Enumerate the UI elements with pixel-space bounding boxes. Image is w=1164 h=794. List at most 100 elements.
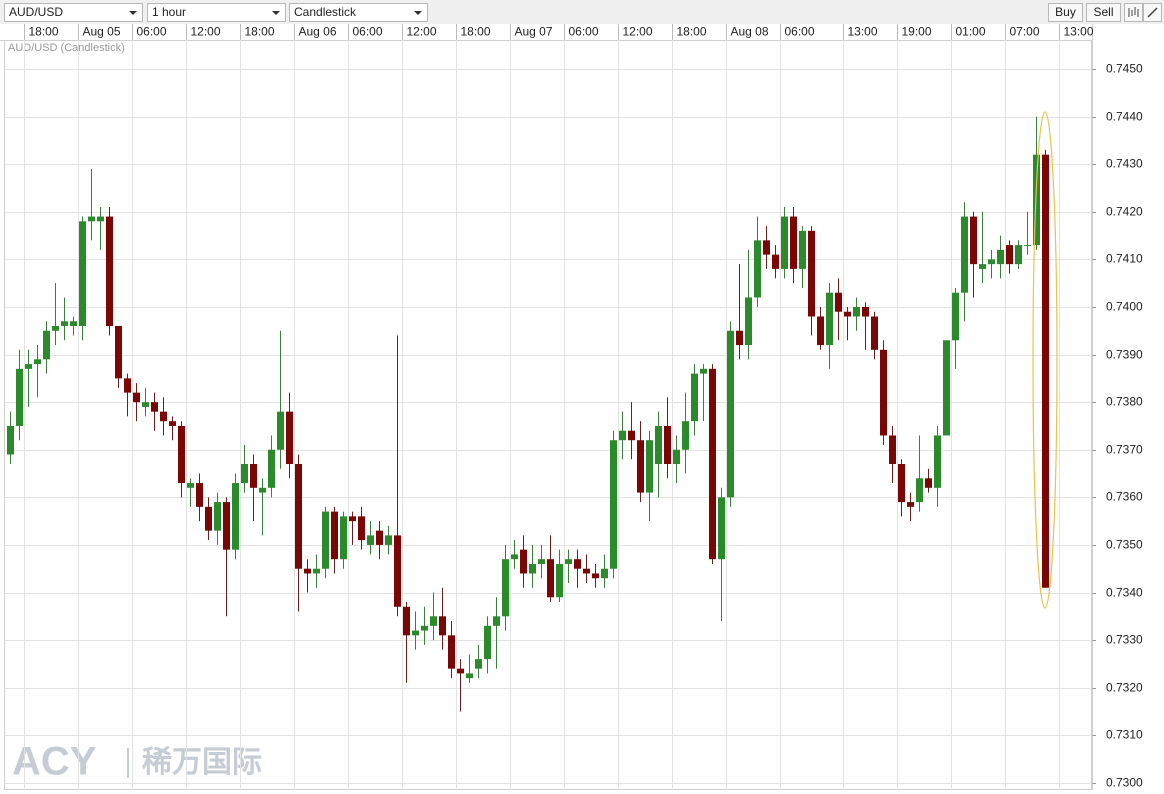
x-tick-label: 18:00 <box>677 25 707 39</box>
candle-body <box>826 292 833 346</box>
candle-body <box>556 563 563 598</box>
x-tick-label: 13:00 <box>1064 25 1094 39</box>
y-tick-label: 0.7390 <box>1106 348 1143 362</box>
candle-body <box>214 502 221 531</box>
buy-button[interactable]: Buy <box>1048 3 1083 22</box>
candle-body <box>952 292 959 341</box>
candle-body <box>259 487 266 493</box>
buy-text: Buy <box>1055 5 1076 19</box>
y-tick-label: 0.7400 <box>1106 300 1143 314</box>
x-tick-label: 18:00 <box>29 25 59 39</box>
candle-body <box>925 478 932 488</box>
candle-body <box>880 349 887 436</box>
candle-body <box>88 216 95 222</box>
x-tick-label: Aug 06 <box>299 25 337 39</box>
candle-body <box>754 240 761 298</box>
y-tick-label: 0.7350 <box>1106 538 1143 552</box>
candle-body <box>511 554 518 560</box>
y-tick-label: 0.7310 <box>1106 728 1143 742</box>
candle-body <box>241 464 248 484</box>
candle-body <box>835 292 842 312</box>
candle-body <box>1033 154 1040 246</box>
y-tick-label: 0.7420 <box>1106 205 1143 219</box>
chart-title: AUD/USD (Candlestick) <box>8 42 125 54</box>
candle-body <box>250 464 257 488</box>
y-tick-label: 0.7430 <box>1106 157 1143 171</box>
symbol-select[interactable]: AUD/USD <box>4 3 143 22</box>
candle-body <box>700 368 707 374</box>
candle-body <box>430 616 437 626</box>
candle-body <box>673 449 680 465</box>
y-tick-label: 0.7330 <box>1106 633 1143 647</box>
candle-body <box>223 502 230 550</box>
candle-body <box>313 568 320 574</box>
candle-body <box>367 535 374 545</box>
candle-body <box>331 511 338 560</box>
candle-body <box>187 483 194 488</box>
chart-style-select[interactable]: Candlestick <box>289 3 428 22</box>
x-tick-label: 06:00 <box>353 25 383 39</box>
candle-body <box>601 568 608 579</box>
y-tick-label: 0.7450 <box>1106 62 1143 76</box>
candle-body <box>844 311 851 317</box>
candle-body <box>286 411 293 465</box>
candle-body <box>115 326 122 379</box>
candle-body <box>1015 245 1022 265</box>
candle-body <box>817 316 824 346</box>
candle-body <box>664 425 671 465</box>
sell-button[interactable]: Sell <box>1086 3 1121 22</box>
candle-body <box>196 483 203 507</box>
candle-body <box>7 425 14 455</box>
interval-text: 1 hour <box>152 5 186 19</box>
candle-body <box>637 440 644 493</box>
candle-body <box>97 216 104 222</box>
x-tick-label: 18:00 <box>461 25 491 39</box>
candle-body <box>529 563 536 574</box>
candle-body <box>61 321 68 327</box>
candle-body <box>691 373 698 422</box>
candle-body <box>709 368 716 560</box>
candle-body <box>70 321 77 327</box>
draw-button[interactable] <box>1143 3 1162 22</box>
candle-body <box>808 230 815 317</box>
candle-body <box>322 511 329 569</box>
candle-body <box>277 411 284 450</box>
candle-body <box>916 478 923 503</box>
x-tick-label: 12:00 <box>191 25 221 39</box>
x-tick-label: 12:00 <box>623 25 653 39</box>
candles <box>7 116 1049 712</box>
candle-body <box>574 559 581 569</box>
candle-body <box>871 316 878 350</box>
candle-body <box>268 449 275 488</box>
watermark-brand: ACY <box>12 740 97 784</box>
interval-select[interactable]: 1 hour <box>147 3 286 22</box>
watermark: ACY 稀万国际 <box>12 740 262 784</box>
candle-body <box>970 216 977 265</box>
candle-body <box>439 616 446 636</box>
candle-body <box>862 306 869 317</box>
candle-body <box>466 673 473 679</box>
x-tick-label: 06:00 <box>137 25 167 39</box>
candle-body <box>763 240 770 255</box>
indicator-button[interactable] <box>1124 3 1143 22</box>
candle-body <box>205 506 212 531</box>
candle-body <box>718 497 725 560</box>
y-tick-label: 0.7340 <box>1106 586 1143 600</box>
candle-body <box>628 430 635 441</box>
x-tick-label: 13:00 <box>848 25 878 39</box>
candle-body <box>232 483 239 550</box>
candle-body <box>943 340 950 436</box>
candle-body <box>349 516 356 522</box>
candle-body <box>610 440 617 569</box>
candle-body <box>457 668 464 674</box>
candle-body <box>898 464 905 503</box>
symbol-text: AUD/USD <box>9 5 63 19</box>
candle-body <box>421 625 428 631</box>
candle-body <box>34 359 41 365</box>
x-tick-label: 19:00 <box>902 25 932 39</box>
sell-text: Sell <box>1093 5 1113 19</box>
candle-body <box>169 421 176 426</box>
candle-body <box>520 549 527 574</box>
candle-body <box>655 425 662 465</box>
